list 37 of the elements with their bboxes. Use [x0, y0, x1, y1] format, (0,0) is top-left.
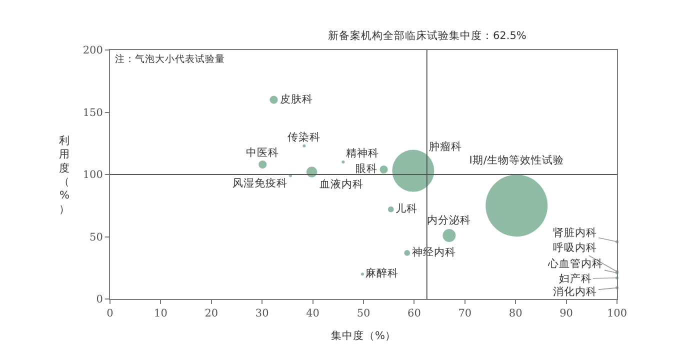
x-tick-label: 0 [106, 308, 114, 320]
x-axis-title: 集中度（%） [331, 329, 396, 342]
series-label: 心血管内科 [547, 257, 603, 270]
series-label: 血液内科 [320, 178, 364, 191]
text: 妇产科 [559, 272, 592, 285]
x-tick-label: 100 [606, 308, 628, 320]
series-label: 传染科 [288, 130, 321, 144]
series-label: 眼科 [356, 163, 378, 176]
x-tick-label: 20 [204, 308, 218, 320]
x-tick-label: 10 [154, 308, 168, 320]
series-label: 儿科 [396, 202, 418, 215]
y-tick-label: 150 [82, 106, 103, 119]
series-label: I期/生物等效性试验 [469, 153, 564, 166]
text: 呼吸内科 [553, 241, 597, 254]
y-tick-label: 0 [96, 294, 103, 306]
series-label: 肿瘤科 [429, 140, 462, 153]
x-tick-label: 70 [458, 308, 472, 320]
series-label: 麻醉科 [365, 266, 398, 280]
series-label: 内分泌科 [427, 214, 472, 227]
x-tick-label: 80 [508, 308, 522, 320]
series-label: 肾脏内科 [553, 226, 597, 239]
series-label: 消化内科 [553, 285, 597, 298]
series-label: 皮肤科 [280, 92, 313, 106]
x-tick-label: 30 [255, 308, 269, 320]
y-tick-label: 50 [90, 231, 103, 244]
y-tick-label: 100 [82, 169, 103, 182]
x-tick-label: 60 [408, 308, 421, 320]
x-tick-label: 50 [356, 308, 370, 320]
x-tick-label: 90 [560, 308, 573, 320]
ref-line-label: 新备案机构全部临床试验集中度：62.5% [328, 29, 526, 42]
x-tick-label: 40 [306, 308, 320, 320]
annotation: 注：气泡大小代表试验量 [115, 53, 225, 65]
y-tick-label: 200 [82, 44, 103, 57]
series-label: 中医科 [246, 146, 280, 159]
y-axis-title: 利用度（%） [59, 134, 70, 216]
series-label: 风湿免疫科 [232, 176, 288, 190]
series-label: 精神科 [346, 146, 380, 160]
